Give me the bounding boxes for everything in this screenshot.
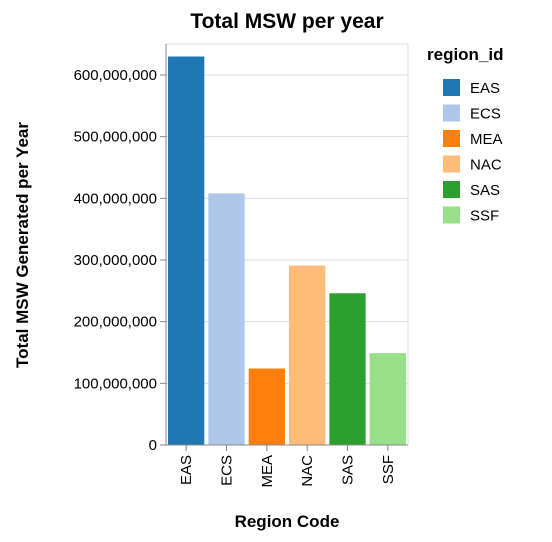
legend-label: NAC [470,157,502,174]
bar-ssf [369,353,406,445]
x-tick-label: ECS [219,455,236,486]
x-axis-ticks: EAS ECS MEA NAC SAS SSF [178,445,397,488]
legend-title: region_id [427,45,504,64]
y-tick-label: 400,000,000 [74,190,157,207]
legend-label: ECS [470,106,501,123]
legend-swatch-sas [443,181,460,198]
bars [168,56,406,445]
legend: region_id EAS ECS MEA NAC SAS SSF [427,45,504,225]
legend-swatch-ecs [443,104,460,122]
x-tick-label: EAS [178,455,195,485]
x-tick-label: NAC [299,455,316,487]
legend-swatch-ssf [443,206,460,224]
bar-mea [248,368,285,445]
y-axis-title: Total MSW Generated per Year [13,122,32,368]
x-tick-label: SSF [380,455,397,484]
bar-eas [168,56,205,445]
axes [165,44,408,446]
legend-swatch-mea [443,130,460,147]
y-tick-label: 500,000,000 [74,129,157,146]
bar-ecs [208,193,245,445]
gridlines [166,43,409,446]
legend-label: SSF [470,208,499,225]
x-tick-label: SAS [340,455,357,485]
y-tick-label: 100,000,000 [74,375,157,392]
bar-nac [289,265,326,445]
y-axis-ticks: 0 100,000,000 200,000,000 300,000,000 400,00… [74,67,166,454]
y-tick-label: 200,000,000 [74,314,157,331]
chart-title: Total MSW per year [190,10,383,33]
legend-label: EAS [470,80,500,97]
y-tick-label: 600,000,000 [74,67,157,84]
legend-label: MEA [470,131,503,148]
legend-label: SAS [470,182,500,199]
bar-sas [329,293,366,445]
x-axis-title: Region Code [235,512,340,531]
x-tick-label: MEA [259,455,276,488]
legend-swatch-nac [443,155,460,173]
legend-swatch-eas [443,79,460,96]
y-tick-label: 300,000,000 [74,252,157,269]
y-tick-label: 0 [149,437,157,454]
